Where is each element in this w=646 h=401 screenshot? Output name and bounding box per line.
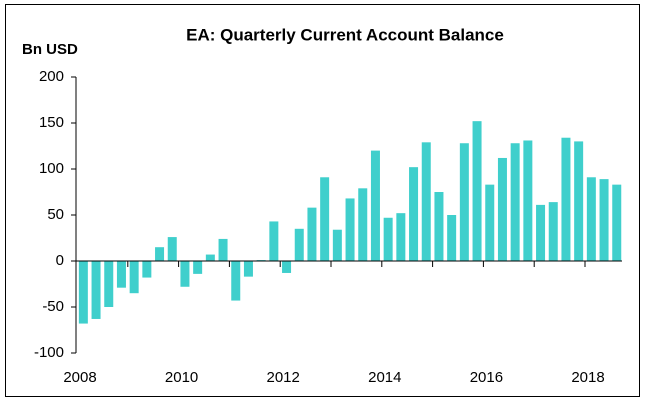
bar [485, 184, 495, 261]
y-axis-label: Bn USD [22, 41, 78, 58]
bar [193, 261, 203, 274]
bar [447, 215, 457, 261]
bar [180, 261, 190, 287]
bar [370, 150, 380, 261]
bar [294, 228, 304, 261]
bar [459, 143, 469, 261]
bar [142, 261, 152, 278]
y-tick-label: 50 [47, 206, 64, 223]
chart-title: EA: Quarterly Current Account Balance [186, 25, 504, 44]
bar [561, 137, 571, 261]
y-tick-label: 200 [39, 68, 64, 85]
bar [409, 167, 419, 261]
bar [218, 238, 228, 261]
bar [523, 140, 533, 261]
y-tick-label: 100 [39, 160, 64, 177]
y-tick-label: -100 [34, 344, 64, 361]
bar [396, 213, 406, 261]
bar [586, 177, 596, 261]
bar [231, 261, 241, 301]
bar [282, 261, 292, 273]
bar [155, 247, 165, 261]
x-tick-label: 2012 [267, 369, 300, 386]
bar [91, 261, 101, 319]
bar [358, 188, 368, 261]
bar [104, 261, 114, 307]
bar [383, 217, 393, 261]
bar [205, 254, 215, 261]
bar [307, 207, 317, 261]
bar [320, 177, 330, 261]
y-tick-label: 150 [39, 114, 64, 131]
bar [536, 204, 546, 261]
x-tick-label: 2010 [165, 369, 198, 386]
y-tick-label: 0 [56, 252, 64, 269]
bar [472, 121, 482, 261]
bar [510, 143, 520, 261]
x-tick-label: 2016 [470, 369, 503, 386]
bar [167, 237, 177, 261]
bar [599, 179, 609, 261]
bar [243, 261, 253, 277]
bar [269, 221, 279, 261]
x-tick-label: 2018 [571, 369, 604, 386]
bar [548, 202, 558, 261]
bar [116, 261, 126, 288]
bar [332, 229, 342, 261]
bar [434, 192, 444, 261]
bar [612, 184, 622, 261]
bar [345, 198, 355, 261]
bar [129, 261, 139, 294]
x-tick-label: 2008 [63, 369, 96, 386]
bar [421, 142, 431, 261]
bar [497, 157, 507, 261]
x-tick-label: 2014 [368, 369, 401, 386]
y-tick-label: -50 [42, 298, 64, 315]
bar [78, 261, 88, 324]
bar [574, 141, 584, 261]
